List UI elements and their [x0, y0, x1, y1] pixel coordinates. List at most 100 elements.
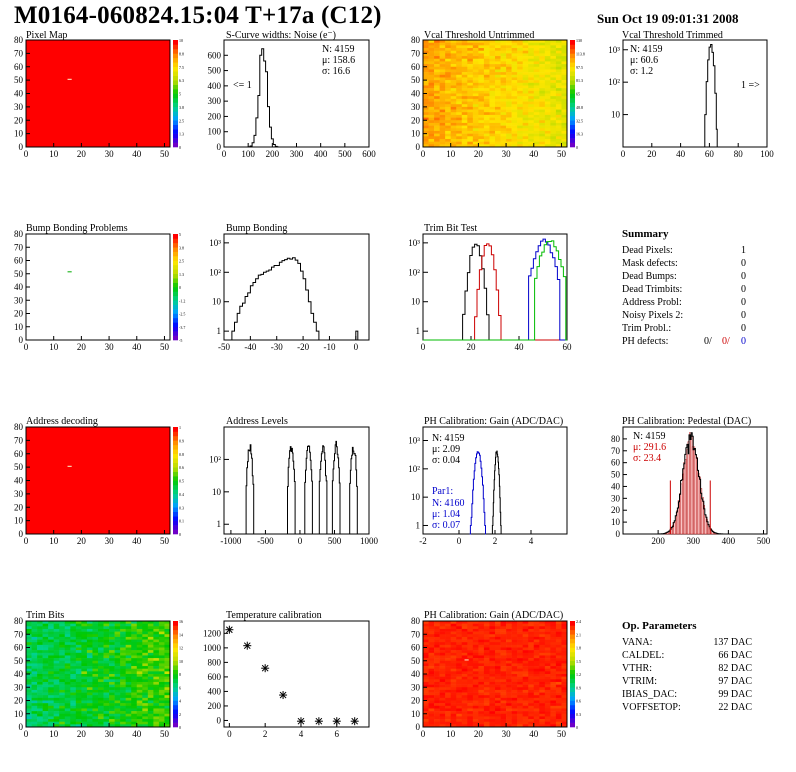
color-scale-cell [570, 682, 575, 688]
heatmap-cell [495, 106, 501, 110]
heatmap-cell [461, 48, 468, 51]
heatmap-cell [164, 721, 171, 725]
op-param-label: VTRIM: [622, 676, 657, 687]
heatmap-cell [109, 721, 115, 725]
heatmap-cell [26, 695, 32, 699]
color-scale-label: 1.3 [179, 132, 184, 137]
heatmap-cell [131, 697, 138, 701]
heatmap-cell [550, 636, 557, 640]
heatmap-cell [517, 621, 523, 624]
heatmap-cell [522, 716, 529, 720]
summary-label: Trim Probl.: [622, 323, 672, 334]
heatmap-cell [439, 671, 446, 675]
heatmap-cell [478, 708, 485, 712]
heatmap-cell [439, 56, 446, 60]
heatmap-cell [489, 655, 496, 659]
heatmap-cell [26, 700, 32, 704]
heatmap-cell [461, 117, 468, 121]
heatmap-cell [461, 77, 468, 81]
heatmap-cell [456, 716, 463, 720]
heatmap-cell [31, 647, 38, 651]
heatmap-cell [533, 711, 540, 715]
heatmap-cell [472, 80, 479, 84]
heatmap-cell [75, 671, 82, 675]
heatmap-cell [450, 671, 457, 675]
heatmap-cell [125, 703, 132, 707]
heatmap-cell [478, 639, 485, 643]
heatmap-cell [500, 40, 507, 43]
heatmap-cell [445, 655, 451, 659]
heatmap-cell [439, 144, 446, 148]
heatmap-cell [86, 668, 93, 672]
heatmap-cell [445, 42, 451, 46]
heatmap-cell [533, 642, 540, 646]
heatmap-cell [158, 676, 165, 680]
heatmap-cell [434, 112, 440, 116]
heatmap-cell [164, 647, 171, 651]
heatmap-cell [136, 703, 143, 707]
heatmap-cell [131, 671, 138, 675]
heatmap-cell [533, 104, 540, 108]
heatmap-cell [158, 650, 165, 654]
heatmap-cell [92, 631, 99, 635]
heatmap-cell [517, 716, 523, 720]
heatmap-cell [528, 626, 535, 630]
heatmap-cell [533, 634, 540, 638]
heatmap-cell [539, 647, 546, 651]
heatmap-cell [450, 66, 457, 70]
heatmap-cell [461, 74, 468, 78]
heatmap-cell [439, 695, 446, 699]
heatmap-cell [456, 687, 463, 691]
heatmap-cell [511, 666, 518, 669]
heatmap-cell [64, 705, 71, 709]
color-scale-label: 0 [576, 725, 578, 730]
heatmap-cell [500, 697, 507, 701]
heatmap-cell [434, 679, 440, 683]
panel-title-ph-gain-map: PH Calibration: Gain (ADC/DAC) [424, 610, 564, 621]
heatmap-cell [506, 719, 512, 722]
heatmap-cell [561, 663, 568, 667]
x-tick-label: 4 [299, 729, 304, 739]
heatmap-cell [450, 122, 457, 126]
heatmap-cell [483, 628, 490, 632]
heatmap-cell [439, 721, 446, 725]
heatmap-cell [500, 98, 507, 102]
heatmap-cell [142, 660, 149, 664]
bump-bonding-outlier [355, 330, 359, 340]
heatmap-cell [478, 668, 485, 672]
heatmap-cell [158, 623, 165, 627]
heatmap-cell [158, 705, 165, 709]
heatmap-cell [136, 671, 143, 675]
heatmap-cell [472, 721, 479, 725]
heatmap-cell [423, 642, 429, 646]
heatmap-cell [428, 628, 435, 632]
heatmap-cell [428, 666, 435, 669]
heatmap-cell [489, 96, 496, 100]
heatmap-cell [500, 80, 507, 84]
heatmap-cell [64, 689, 71, 693]
heatmap-cell [478, 681, 485, 685]
heatmap-cell [109, 658, 115, 662]
heatmap-cell [109, 708, 115, 712]
heatmap-cell [456, 631, 463, 635]
heatmap-cell [53, 674, 60, 677]
heatmap-cell [153, 642, 160, 646]
heatmap-cell [539, 109, 546, 113]
heatmap-cell [114, 623, 121, 627]
panel-title-temperature: Temperature calibration [226, 610, 322, 621]
heatmap-cell [120, 655, 126, 659]
heatmap-cell [114, 668, 121, 672]
color-scale-cell [173, 138, 178, 143]
heatmap-cell [450, 684, 457, 688]
heatmap-cell [434, 141, 440, 145]
heatmap-cell [550, 621, 557, 624]
heatmap-cell [544, 120, 551, 124]
heatmap-cell [489, 42, 496, 46]
heatmap-cell [467, 716, 474, 720]
heatmap-cell [511, 128, 518, 132]
heatmap-cell [495, 112, 501, 116]
heatmap-cell [153, 634, 160, 638]
heatmap-cell [53, 681, 60, 685]
heatmap-cell [114, 642, 121, 646]
heatmap-cell [489, 56, 496, 60]
